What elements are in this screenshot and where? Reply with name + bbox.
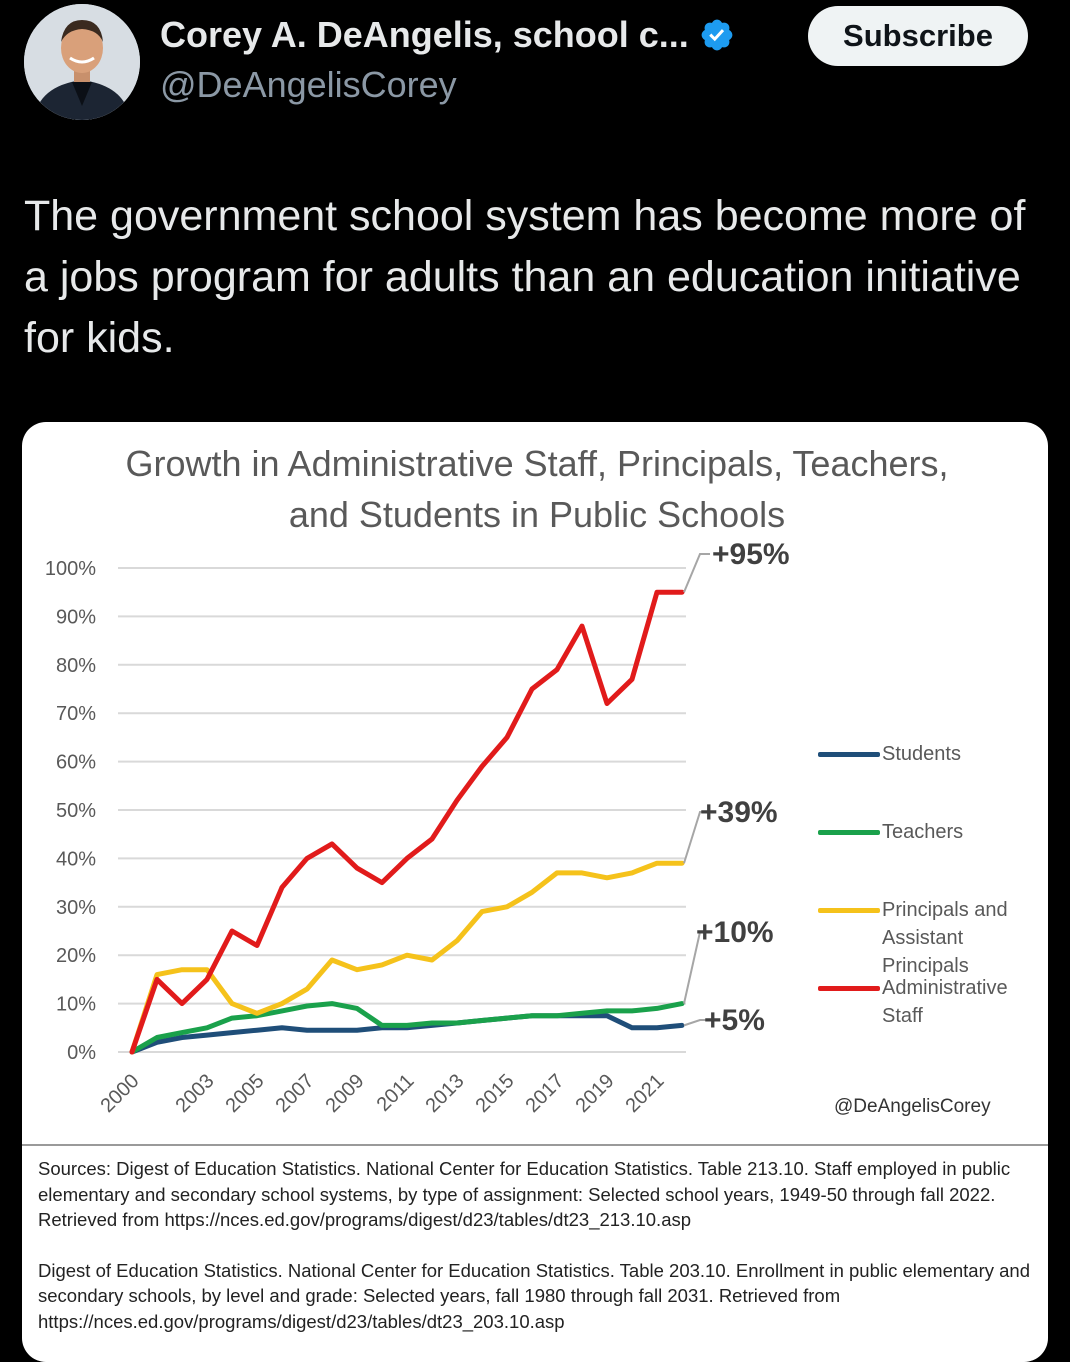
y-tick-label: 20% (56, 945, 96, 967)
series-line-teachers (129, 1001, 685, 1055)
y-tick-label: 90% (56, 606, 96, 628)
avatar-portrait (24, 4, 140, 120)
x-tick-label: 2019 (572, 1070, 619, 1117)
x-tick-label: 2007 (272, 1070, 319, 1117)
subscribe-button[interactable]: Subscribe (808, 6, 1028, 66)
end-label-students: +5% (704, 1004, 765, 1037)
y-tick-label: 100% (45, 558, 96, 580)
x-tick-label: 2009 (322, 1070, 369, 1117)
avatar[interactable] (24, 4, 140, 120)
series-line-students (129, 1013, 685, 1055)
end-label-admin: +95% (712, 538, 790, 571)
y-tick-label: 0% (67, 1042, 96, 1064)
y-tick-label: 80% (56, 655, 96, 677)
y-tick-label: 70% (56, 703, 96, 725)
callout-leader (683, 931, 710, 1004)
source-note-1: Sources: Digest of Education Statistics.… (38, 1158, 1011, 1230)
x-tick-label: 2013 (422, 1070, 469, 1117)
x-tick-label: 2003 (172, 1070, 219, 1117)
x-tick-label: 2017 (522, 1070, 569, 1117)
y-tick-label: 60% (56, 752, 96, 774)
legend-swatch-students (818, 752, 880, 757)
x-tick-label: 2000 (97, 1070, 144, 1117)
display-name[interactable]: Corey A. DeAngelis, school c... (160, 14, 689, 55)
series-line-administrative-staff (129, 589, 685, 1055)
chart-watermark: @DeAngelisCorey (834, 1096, 991, 1117)
x-tick-label: 2011 (373, 1070, 419, 1116)
verified-badge-icon (701, 19, 733, 51)
legend-swatch-teachers (818, 830, 880, 835)
legend-swatch-principals (818, 908, 880, 913)
legend-teachers: Teachers (882, 821, 964, 843)
y-tick-label: 40% (56, 848, 96, 870)
end-label-principals: +39% (700, 796, 778, 829)
x-tick-label: 2005 (222, 1070, 269, 1117)
callout-leader (683, 1019, 710, 1027)
user-handle[interactable]: @DeAngelisCorey (160, 64, 457, 105)
x-tick-label: 2021 (622, 1070, 669, 1117)
card-divider (22, 1144, 1048, 1146)
legend-principals: Principals and Assistant Principals (882, 899, 1008, 977)
legend-students: Students (882, 743, 961, 765)
legend-admin: Administrative Staff (882, 977, 1008, 1027)
chart-image-card[interactable]: Growth in Administrative Staff, Principa… (22, 422, 1048, 1362)
callout-leader (683, 553, 710, 593)
legend-swatch-admin (818, 986, 880, 991)
sources-block: Sources: Digest of Education Statistics.… (38, 1156, 1038, 1359)
source-note-2: Digest of Education Statistics. National… (38, 1259, 1030, 1332)
y-tick-label: 30% (56, 897, 96, 919)
x-tick-label: 2015 (472, 1070, 519, 1117)
chart-title: Growth in Administrative Staff, Principa… (125, 443, 949, 535)
y-tick-label: 50% (56, 800, 96, 822)
line-chart: 0% 10% 20% 30% 40% 50% 60% 70% 80% 90% 100% 2000 200… (45, 538, 790, 1117)
end-label-teachers: +10% (696, 916, 774, 949)
tweet-text: The government school system has become … (24, 192, 1026, 362)
callout-leader (683, 811, 710, 864)
series-line-principals-and-assistant-principals (129, 860, 685, 1055)
y-tick-label: 10% (56, 994, 96, 1016)
